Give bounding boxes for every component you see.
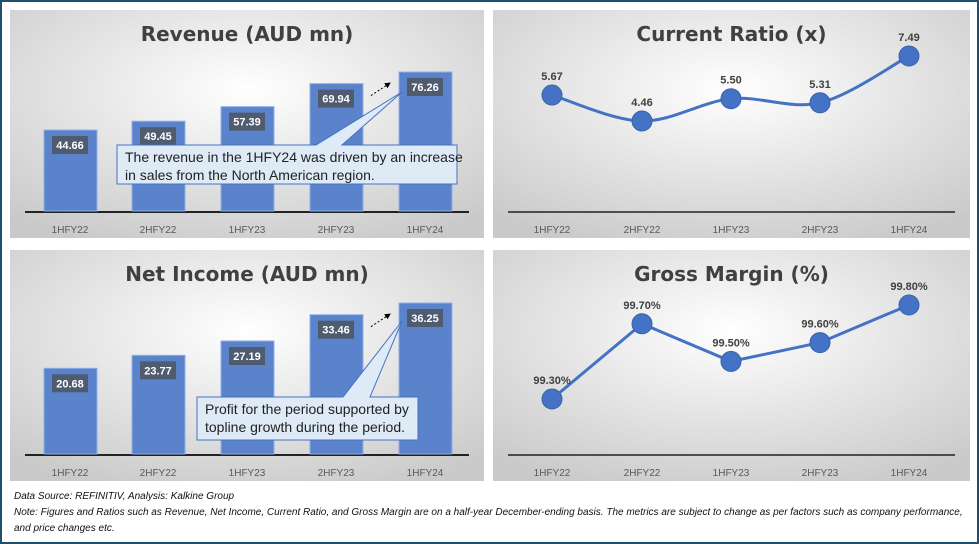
data-label: 99.60% [801, 319, 839, 331]
data-label-bg [52, 136, 88, 155]
x-tick-label: 1HFY22 [52, 225, 89, 236]
data-label-bg [407, 78, 443, 96]
x-tick-label: 1HFY24 [407, 468, 444, 479]
callout-text: Profit for the period supported by [205, 401, 409, 417]
data-label-bg [407, 309, 443, 327]
callout-text: topline growth during the period. [205, 419, 405, 435]
data-label: 99.70% [623, 300, 661, 312]
data-label: 99.50% [712, 337, 750, 349]
data-point [720, 350, 742, 372]
current-ratio-x-panel [493, 10, 970, 238]
callout-box [116, 91, 458, 185]
x-tick-label: 2HFY23 [318, 225, 355, 236]
data-label: 76.26 [411, 82, 439, 94]
data-label-bg [318, 320, 354, 339]
data-point [541, 388, 563, 410]
data-label: 57.39 [233, 117, 261, 129]
x-tick-label: 1HFY23 [713, 225, 750, 236]
data-source-note: Data Source: REFINITIV, Analysis: Kalkin… [14, 491, 235, 502]
x-tick-label: 2HFY23 [802, 468, 839, 479]
gross-margin-title: Gross Margin (%) [634, 262, 829, 286]
x-tick-label: 1HFY23 [713, 468, 750, 479]
data-label: 27.19 [233, 351, 261, 363]
data-label: 23.77 [144, 365, 172, 377]
data-point [720, 88, 742, 110]
data-point [809, 92, 831, 114]
data-label-bg [318, 89, 354, 108]
x-tick-label: 1HFY24 [891, 225, 928, 236]
x-tick-label: 1HFY22 [52, 468, 89, 479]
x-tick-label: 1HFY24 [891, 468, 928, 479]
data-label: 7.49 [898, 32, 919, 44]
data-label: 5.31 [809, 79, 830, 91]
data-point [809, 332, 831, 354]
data-point [541, 84, 563, 106]
current-ratio-x-title: Current Ratio (x) [636, 22, 826, 46]
net-income-aud-mn-title: Net Income (AUD mn) [125, 262, 369, 286]
data-label: 49.45 [144, 131, 172, 143]
data-label: 33.46 [322, 325, 350, 337]
x-tick-label: 1HFY22 [534, 468, 571, 479]
callout-box [196, 320, 419, 441]
data-label-bg [140, 127, 176, 146]
data-point [631, 110, 653, 132]
data-label-bg [229, 346, 265, 365]
x-tick-label: 1HFY23 [229, 225, 266, 236]
x-tick-label: 2HFY22 [140, 468, 177, 479]
x-tick-label: 2HFY22 [624, 468, 661, 479]
data-point [631, 313, 653, 335]
data-label: 5.67 [541, 71, 562, 83]
x-tick-label: 2HFY22 [624, 225, 661, 236]
disclaimer-note: Note: Figures and Ratios such as Revenue… [14, 507, 963, 534]
x-tick-label: 2HFY22 [140, 225, 177, 236]
data-label: 5.50 [720, 75, 741, 87]
x-tick-label: 2HFY23 [318, 468, 355, 479]
data-point [898, 294, 920, 316]
callout-text: in sales from the North American region. [125, 167, 375, 183]
data-label-bg [140, 361, 176, 380]
x-tick-label: 1HFY23 [229, 468, 266, 479]
data-label-bg [52, 374, 88, 393]
data-label: 36.25 [411, 313, 439, 325]
data-label: 69.94 [322, 94, 350, 106]
data-label-bg [229, 112, 265, 131]
x-tick-label: 2HFY23 [802, 225, 839, 236]
data-label: 20.68 [56, 378, 84, 390]
data-label: 99.30% [533, 375, 571, 387]
x-tick-label: 1HFY22 [534, 225, 571, 236]
data-label: 99.80% [890, 281, 928, 293]
callout-text: The revenue in the 1HFY24 was driven by … [125, 149, 463, 165]
revenue-aud-mn-title: Revenue (AUD mn) [141, 22, 354, 46]
data-label: 44.66 [56, 140, 84, 152]
data-label: 4.46 [631, 97, 652, 109]
data-point [898, 45, 920, 67]
x-tick-label: 1HFY24 [407, 225, 444, 236]
footnotes: Data Source: REFINITIV, Analysis: Kalkin… [14, 489, 964, 537]
